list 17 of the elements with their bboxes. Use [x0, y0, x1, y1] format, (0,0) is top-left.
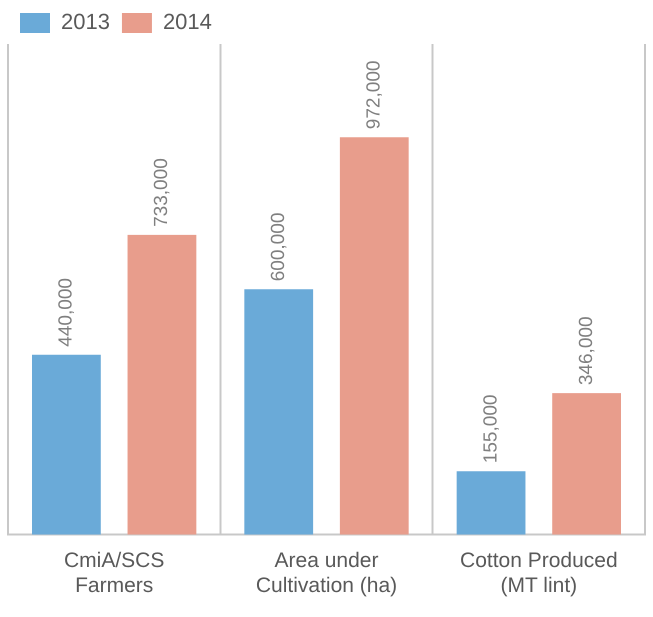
- legend-label: 2014: [162, 9, 212, 34]
- bar: [32, 354, 101, 535]
- data-label: 600,000: [268, 212, 289, 282]
- bar: [552, 393, 622, 535]
- data-label: 346,000: [576, 316, 597, 386]
- x-tick-label: Cotton Produced (MT lint): [460, 548, 618, 598]
- bar: [244, 289, 314, 535]
- x-tick-label: Area under Cultivation (ha): [256, 548, 398, 598]
- data-label: 155,000: [480, 394, 502, 464]
- x-tick-label: CmiA/SCS Farmers: [64, 548, 164, 598]
- data-label: 440,000: [56, 278, 77, 347]
- data-label: 733,000: [151, 158, 172, 227]
- legend-label: 2013: [61, 9, 110, 34]
- bar: [128, 234, 196, 535]
- data-label: 972,000: [364, 60, 385, 130]
- bar: [456, 471, 526, 535]
- bar: [340, 137, 409, 535]
